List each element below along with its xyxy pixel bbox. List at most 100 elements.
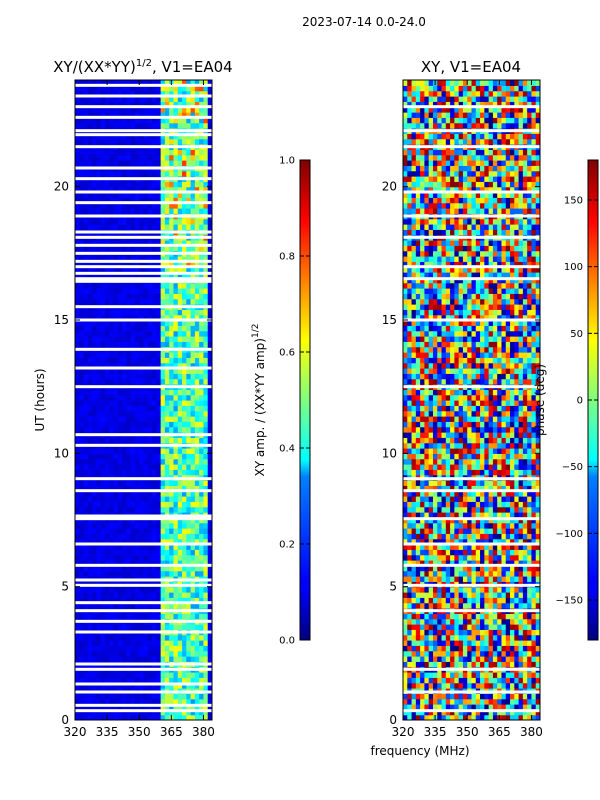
heatmap-row <box>403 677 540 684</box>
heatmap-cell <box>467 714 473 720</box>
flagged-gap <box>75 94 212 98</box>
heatmap-cell <box>147 448 153 454</box>
heatmap-cell <box>100 378 106 385</box>
heatmap-cell <box>87 288 93 294</box>
heatmap-cell <box>79 394 85 401</box>
heatmap-cell <box>109 288 115 294</box>
x-tick-label: 380 <box>192 725 215 739</box>
heatmap-cell <box>454 714 460 720</box>
heatmap-cell <box>535 586 540 593</box>
heatmap-cell <box>160 677 166 684</box>
heatmap-cell <box>75 645 80 652</box>
heatmap-cell <box>134 682 140 689</box>
flagged-gap <box>75 318 212 322</box>
heatmap-cell <box>458 698 464 705</box>
heatmap-cell <box>177 117 183 124</box>
heatmap-cell <box>505 661 511 668</box>
heatmap-cell <box>79 154 85 161</box>
heatmap-row <box>403 629 540 636</box>
heatmap-cell <box>122 272 127 278</box>
heatmap-cell <box>143 602 149 609</box>
heatmap-cell <box>96 416 102 422</box>
heatmap-cell <box>467 645 473 652</box>
heatmap-cell <box>199 592 205 598</box>
heatmap-cell <box>458 645 464 652</box>
heatmap-cell <box>535 570 540 577</box>
heatmap-cell <box>143 202 149 209</box>
heatmap-cell <box>83 469 89 476</box>
heatmap-cell <box>177 325 183 332</box>
heatmap-cell <box>134 309 140 316</box>
heatmap-cell <box>182 101 187 108</box>
heatmap-cell <box>113 613 119 620</box>
heatmap-cell <box>109 336 115 342</box>
heatmap-cell <box>122 112 127 118</box>
heatmap-cell <box>100 80 106 86</box>
heatmap-cell <box>182 154 187 161</box>
flagged-gap <box>75 235 212 239</box>
heatmap-cell <box>75 149 80 156</box>
heatmap-cell <box>96 330 102 337</box>
heatmap-cell <box>203 501 209 508</box>
heatmap-cell <box>169 266 175 273</box>
heatmap-cell <box>497 618 503 625</box>
heatmap-cell <box>203 522 209 529</box>
heatmap-cell <box>113 330 119 337</box>
heatmap-row <box>403 597 540 604</box>
heatmap-row <box>75 640 212 646</box>
heatmap-cell <box>147 330 153 337</box>
heatmap-cell <box>126 288 132 294</box>
heatmap-row <box>75 245 212 252</box>
heatmap-cell <box>79 634 85 641</box>
heatmap-cell <box>143 101 149 108</box>
heatmap-cell <box>160 170 166 177</box>
heatmap-cell <box>173 272 179 278</box>
heatmap-cell <box>164 85 170 92</box>
heatmap-cell <box>411 661 417 668</box>
heatmap-cell <box>403 645 408 652</box>
heatmap-cell <box>203 293 209 300</box>
heatmap-row <box>75 218 212 225</box>
heatmap-cell <box>96 341 102 348</box>
heatmap-cell <box>126 202 132 209</box>
heatmap-cell <box>177 597 183 604</box>
heatmap-cell <box>160 410 166 417</box>
heatmap-cell <box>83 672 89 678</box>
heatmap-cell <box>475 586 481 593</box>
heatmap-cell <box>79 314 85 321</box>
heatmap-cell <box>83 586 89 593</box>
heatmap-cell <box>432 693 438 700</box>
heatmap-cell <box>117 453 123 460</box>
heatmap-cell <box>134 197 140 204</box>
heatmap-cell <box>441 704 447 710</box>
heatmap-row <box>75 549 212 556</box>
heatmap-cell <box>96 293 102 300</box>
y-tick-label: 5 <box>61 580 69 594</box>
heatmap-cell <box>96 80 102 86</box>
heatmap-cell <box>203 416 209 422</box>
heatmap-cell <box>441 672 447 678</box>
heatmap-row <box>403 613 540 620</box>
heatmap-cell <box>96 368 102 374</box>
heatmap-cell <box>177 85 183 92</box>
heatmap-cell <box>535 634 540 641</box>
heatmap-cell <box>104 202 110 209</box>
heatmap-cell <box>113 448 119 454</box>
heatmap-cell <box>100 208 106 214</box>
heatmap-cell <box>186 480 192 486</box>
heatmap-cell <box>480 650 485 657</box>
heatmap-cell <box>190 325 196 332</box>
heatmap-cell <box>126 570 132 577</box>
heatmap-cell <box>100 714 106 720</box>
heatmap-cell <box>522 597 528 604</box>
heatmap-cell <box>130 522 136 529</box>
heatmap-cell <box>130 554 136 561</box>
heatmap-cell <box>126 421 132 428</box>
heatmap-cell <box>147 544 153 550</box>
flagged-gap <box>75 145 212 149</box>
heatmap-cell <box>462 693 468 700</box>
heatmap-cell <box>169 693 175 700</box>
heatmap-cell <box>156 378 162 385</box>
heatmap-cell <box>139 634 145 641</box>
heatmap-cell <box>79 181 85 188</box>
